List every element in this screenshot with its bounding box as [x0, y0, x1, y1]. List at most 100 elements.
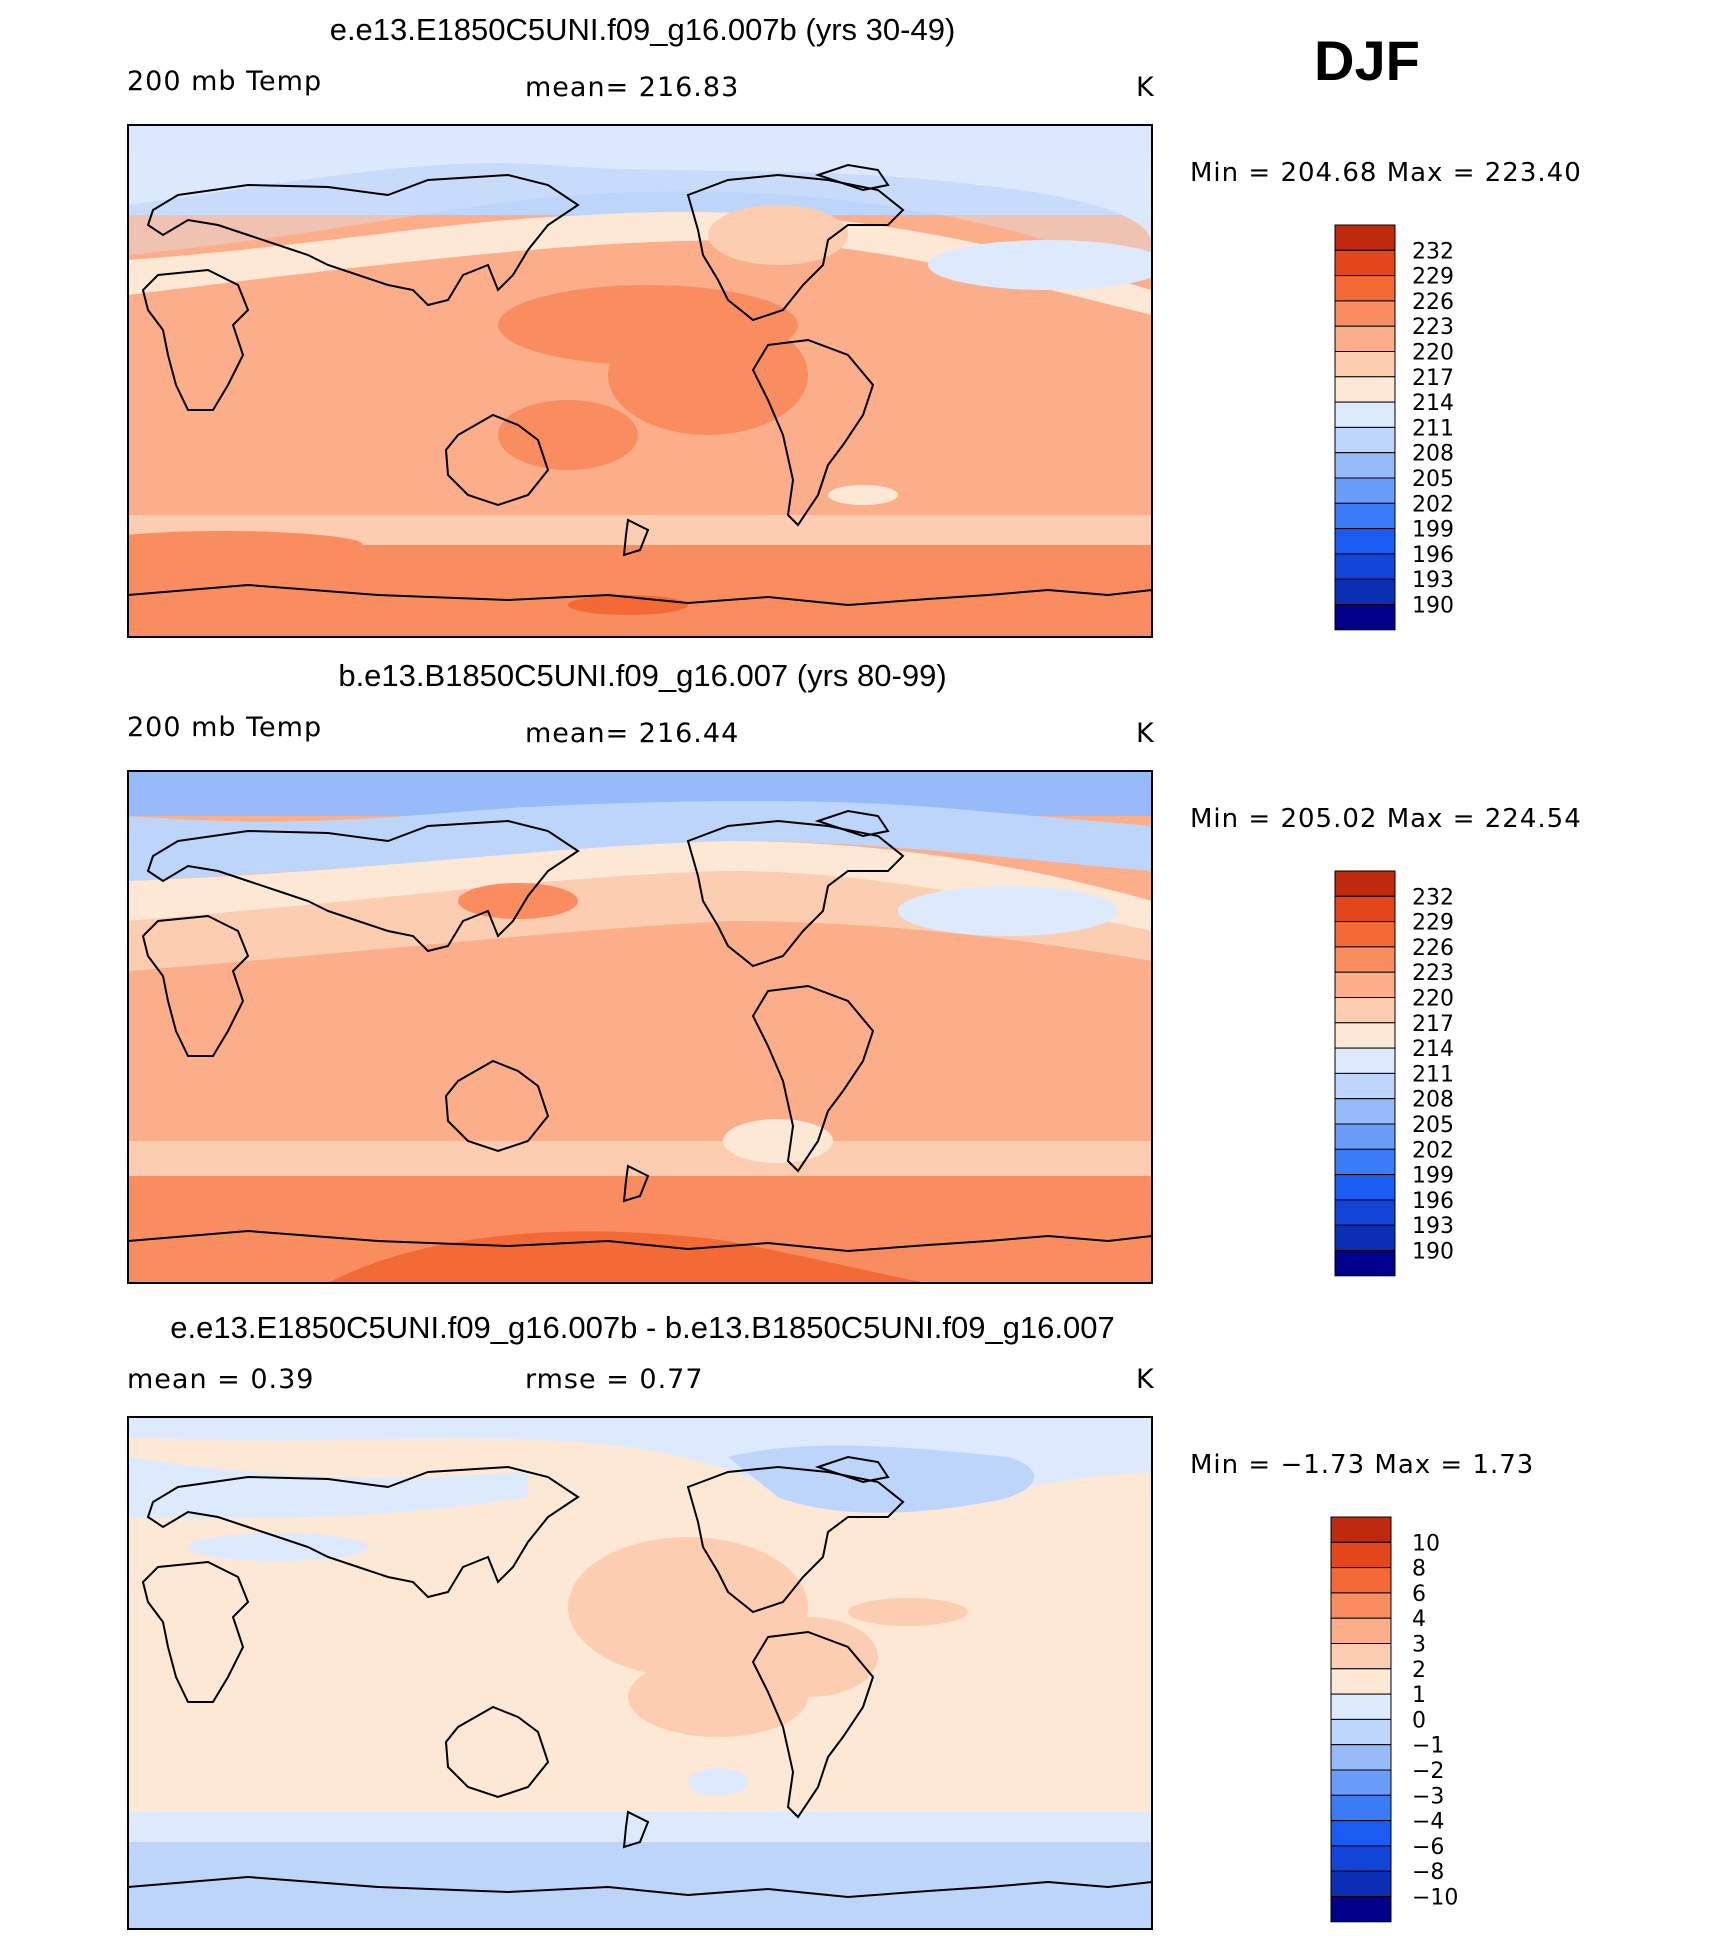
colorbar-label: 226: [1412, 936, 1454, 961]
colorbar-label: 8: [1412, 1557, 1426, 1582]
colorbar-label: 193: [1412, 568, 1454, 593]
panel3-mean-label: mean = 0.39: [127, 1364, 315, 1395]
colorbar-box: [1334, 1123, 1396, 1150]
colorbar-label: 2: [1412, 1658, 1426, 1683]
colorbar-box: [1334, 870, 1396, 897]
colorbar-label: 208: [1412, 1088, 1454, 1113]
colorbar-label: 214: [1412, 391, 1454, 416]
panel2-units: K: [1136, 718, 1155, 749]
colorbar-label: −4: [1412, 1810, 1444, 1835]
colorbar-label: 3: [1412, 1633, 1426, 1658]
colorbar-box: [1330, 1592, 1392, 1619]
colorbar-label: 232: [1412, 885, 1454, 910]
colorbar-box: [1334, 553, 1396, 580]
colorbar-label: −10: [1412, 1886, 1458, 1911]
colorbar-box: [1334, 971, 1396, 999]
panel2-mean-label: mean= 216.44: [525, 718, 740, 749]
colorbar-1: 2322292262232202172142112082052021991961…: [1334, 224, 1454, 631]
colorbar-label: 220: [1412, 987, 1454, 1012]
color-bars: 2322292262232202172142112082052021991961…: [1330, 224, 1458, 1923]
colorbar-label: 6: [1412, 1582, 1426, 1607]
colorbar-box: [1330, 1845, 1392, 1872]
colorbar-label: 196: [1412, 543, 1454, 568]
colorbar-box: [1330, 1541, 1392, 1569]
colorbar-label: 205: [1412, 1113, 1454, 1138]
colorbar-box: [1334, 946, 1396, 973]
panel3-title: e.e13.E1850C5UNI.f09_g16.007b - b.e13.B1…: [170, 1310, 1115, 1345]
panel3-units: K: [1136, 1364, 1155, 1395]
colorbar-label: −2: [1412, 1759, 1444, 1784]
colorbar-box: [1334, 997, 1396, 1024]
colorbar-label: 223: [1412, 961, 1454, 986]
panel1-left-label: 200 mb Temp: [127, 66, 323, 97]
colorbar-box: [1334, 426, 1396, 454]
colorbar-label: −3: [1412, 1784, 1444, 1809]
colorbar-box: [1334, 477, 1396, 504]
colorbar-box: [1334, 528, 1396, 555]
colorbar-box: [1334, 502, 1396, 530]
colorbar-box: [1334, 1098, 1396, 1125]
colorbar-box: [1334, 1022, 1396, 1049]
colorbar-box: [1334, 376, 1396, 403]
colorbar-label: 202: [1412, 1138, 1454, 1163]
colorbar-box: [1334, 1224, 1396, 1251]
colorbar-label: 208: [1412, 442, 1454, 467]
colorbar-box: [1334, 921, 1396, 948]
colorbar-box: [1330, 1516, 1392, 1543]
colorbar-box: [1334, 1148, 1396, 1176]
panel1-title: e.e13.E1850C5UNI.f09_g16.007b (yrs 30-49…: [329, 12, 956, 47]
colorbar-label: 202: [1412, 492, 1454, 517]
colorbar-label: 229: [1412, 911, 1454, 936]
colorbar-label: 232: [1412, 239, 1454, 264]
colorbar-box: [1330, 1769, 1392, 1796]
colorbar-label: −6: [1412, 1835, 1444, 1860]
colorbar-box: [1334, 275, 1396, 302]
colorbar-box: [1334, 325, 1396, 353]
colorbar-box: [1334, 452, 1396, 479]
colorbar-box: [1334, 1199, 1396, 1226]
colorbar-box: [1334, 1250, 1396, 1277]
map-panel-1: [127, 124, 1153, 638]
map-panel-3: [127, 1416, 1153, 1930]
colorbar-label: 10: [1412, 1531, 1440, 1556]
panel2-minmax: Min = 205.02 Max = 224.54: [1190, 804, 1582, 834]
colorbar-label: 4: [1412, 1607, 1426, 1632]
season-label: DJF: [1314, 29, 1420, 92]
colorbar-box: [1330, 1870, 1392, 1897]
map-panel-2: [127, 770, 1153, 1284]
colorbar-box: [1330, 1617, 1392, 1644]
colorbar-box: [1330, 1744, 1392, 1771]
colorbar-label: −8: [1412, 1860, 1444, 1885]
colorbar-label: 214: [1412, 1037, 1454, 1062]
colorbar-box: [1334, 1174, 1396, 1201]
panel2-title: b.e13.B1850C5UNI.f09_g16.007 (yrs 80-99): [338, 658, 947, 693]
colorbar-label: 190: [1412, 594, 1454, 619]
colorbar-box: [1334, 249, 1396, 277]
colorbar-box: [1334, 300, 1396, 327]
panel3-minmax: Min = −1.73 Max = 1.73: [1190, 1450, 1535, 1480]
colorbar-box: [1334, 1072, 1396, 1100]
colorbar-label: 226: [1412, 290, 1454, 315]
colorbar-box: [1334, 578, 1396, 606]
colorbar-label: −1: [1412, 1734, 1444, 1759]
colorbar-label: 211: [1412, 416, 1454, 441]
colorbar-label: 220: [1412, 341, 1454, 366]
colorbar-label: 217: [1412, 366, 1454, 391]
panel1-minmax: Min = 204.68 Max = 223.40: [1190, 158, 1582, 188]
colorbar-label: 223: [1412, 315, 1454, 340]
colorbar-box: [1330, 1794, 1392, 1822]
colorbar-box: [1330, 1820, 1392, 1847]
colorbar-box: [1330, 1567, 1392, 1594]
colorbar-box: [1334, 1047, 1396, 1074]
colorbar-box: [1330, 1693, 1392, 1720]
colorbar-box: [1330, 1668, 1392, 1695]
colorbar-box: [1334, 895, 1396, 923]
panel1-units: K: [1136, 72, 1155, 103]
colorbar-label: 217: [1412, 1012, 1454, 1037]
colorbar-box: [1334, 224, 1396, 251]
colorbar-label: 211: [1412, 1062, 1454, 1087]
colorbar-label: 1: [1412, 1683, 1426, 1708]
panel2-left-label: 200 mb Temp: [127, 712, 323, 743]
colorbar-label: 193: [1412, 1214, 1454, 1239]
colorbar-label: 199: [1412, 1164, 1454, 1189]
